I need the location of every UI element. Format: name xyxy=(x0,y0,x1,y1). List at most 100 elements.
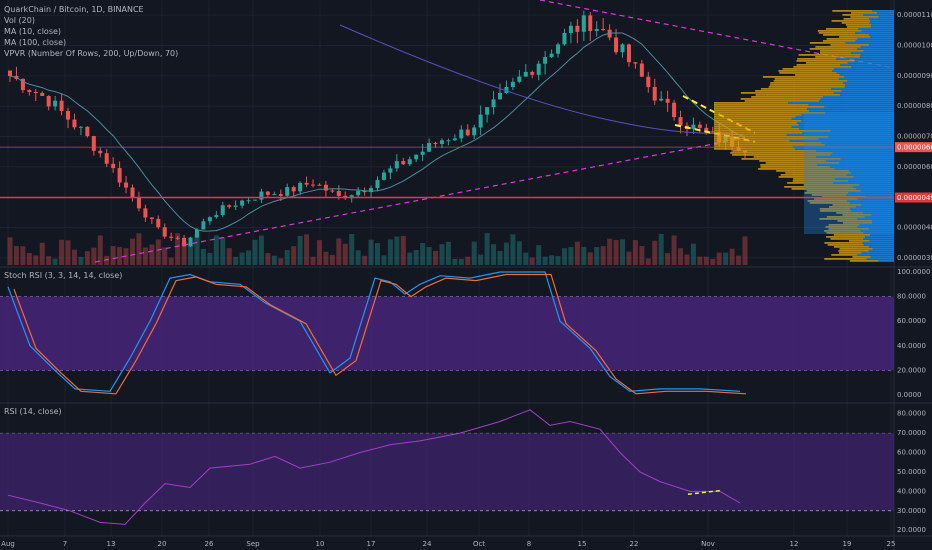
vpvr-up-bar xyxy=(839,94,894,96)
legend-ma100[interactable]: MA (100, close) xyxy=(4,38,67,47)
last-price-tag: 0.00000665 xyxy=(897,144,932,152)
vpvr-down-bar xyxy=(796,64,841,66)
vpvr-down-bar xyxy=(714,122,798,124)
vpvr-down-bar xyxy=(830,238,864,240)
volume-bar xyxy=(716,252,722,265)
vpvr-down-bar xyxy=(842,222,873,224)
vpvr-up-bar xyxy=(824,144,894,146)
vpvr-down-bar xyxy=(782,68,835,70)
vpvr-down-bar xyxy=(714,136,829,138)
volume-bar xyxy=(91,247,97,265)
legend-ma10[interactable]: MA (10, close) xyxy=(4,27,62,36)
vpvr-down-bar xyxy=(828,224,860,226)
candle-body xyxy=(175,237,180,239)
vpvr-down-bar xyxy=(714,120,802,122)
vpvr-down-bar xyxy=(778,176,854,178)
vpvr-up-bar xyxy=(801,120,894,122)
candle-body xyxy=(214,215,219,218)
vpvr-down-bar xyxy=(811,194,847,196)
vpvr-down-bar xyxy=(760,166,831,168)
volume-bar xyxy=(381,255,387,265)
vpvr-up-bar xyxy=(856,206,894,208)
candle-body xyxy=(536,63,541,75)
candle-body xyxy=(201,221,206,230)
vpvr-up-bar xyxy=(872,220,894,222)
vpvr-down-bar xyxy=(847,26,871,28)
candle-body xyxy=(233,205,238,207)
volume-bar xyxy=(252,239,258,265)
vpvr-down-bar xyxy=(843,18,870,20)
candle-body xyxy=(227,205,232,207)
vpvr-up-bar xyxy=(869,22,894,24)
vpvr-value-area xyxy=(804,112,894,234)
vpvr-down-bar xyxy=(784,186,854,188)
vpvr-down-bar xyxy=(714,108,808,110)
vpvr-up-bar xyxy=(795,116,894,118)
candle-body xyxy=(59,100,64,111)
candle-body xyxy=(272,194,277,196)
candle-body xyxy=(78,126,83,128)
vpvr-up-bar xyxy=(858,28,894,30)
legend-stoch[interactable]: Stoch RSI (3, 3, 14, 14, close) xyxy=(4,271,123,280)
vpvr-down-bar xyxy=(760,88,832,90)
candle-body xyxy=(304,182,309,185)
candle-body xyxy=(678,117,683,126)
vpvr-down-bar xyxy=(836,212,863,214)
vpvr-down-bar xyxy=(779,72,837,74)
candle-body xyxy=(156,218,161,228)
volume-bar xyxy=(394,236,400,265)
x-tick-label: 19 xyxy=(843,540,852,548)
legend-title[interactable]: QuarkChain / Bitcoin, 1D, BINANCE xyxy=(4,5,144,14)
stoch-tick-label: 60.0000 xyxy=(897,317,926,325)
candle-body xyxy=(291,187,296,192)
vpvr-down-bar xyxy=(826,236,866,238)
vpvr-up-bar xyxy=(868,44,894,46)
volume-bar xyxy=(690,243,696,265)
vpvr-down-bar xyxy=(785,172,852,174)
vpvr-down-bar xyxy=(826,232,864,234)
volume-bar xyxy=(226,248,232,265)
volume-bar xyxy=(271,255,277,265)
volume-bar xyxy=(233,256,239,265)
candle-body xyxy=(298,182,303,192)
vpvr-up-bar xyxy=(847,62,894,64)
legend-vol[interactable]: Vol (20) xyxy=(4,16,35,25)
vpvr-up-bar xyxy=(877,12,894,14)
vpvr-up-bar xyxy=(842,82,894,84)
legend-vpvr[interactable]: VPVR (Number Of Rows, 200, Up/Down, 70) xyxy=(4,49,179,58)
x-tick-label: 20 xyxy=(158,540,167,548)
vpvr-down-bar xyxy=(714,106,825,108)
vpvr-down-bar xyxy=(714,140,790,142)
candle-body xyxy=(162,227,167,237)
volume-bar xyxy=(284,250,290,265)
volume-bar xyxy=(742,236,748,265)
volume-bar xyxy=(13,246,19,265)
vpvr-down-bar xyxy=(787,182,834,184)
vpvr-down-bar xyxy=(819,50,864,52)
volume-bar xyxy=(316,240,322,265)
vpvr-down-bar xyxy=(714,124,799,126)
vpvr-up-bar xyxy=(857,48,894,50)
vpvr-down-bar xyxy=(769,84,846,86)
candle-body xyxy=(336,191,341,196)
volume-bar xyxy=(703,256,709,265)
vpvr-up-bar xyxy=(798,124,894,126)
volume-bar xyxy=(329,254,335,265)
vpvr-up-bar xyxy=(860,230,894,232)
vpvr-up-bar xyxy=(869,246,894,248)
volume-bar xyxy=(310,256,316,265)
legend-rsi[interactable]: RSI (14, close) xyxy=(4,407,62,416)
vpvr-up-bar xyxy=(836,72,894,74)
candle-body xyxy=(414,154,419,160)
volume-bar xyxy=(362,255,368,265)
candle-body xyxy=(588,15,593,31)
volume-bar xyxy=(20,246,26,265)
rsi-band xyxy=(0,433,894,511)
vpvr-down-bar xyxy=(730,152,833,154)
candle-body xyxy=(356,190,361,196)
vpvr-down-bar xyxy=(714,104,809,106)
volume-bar xyxy=(117,247,123,265)
volume-bar xyxy=(33,255,39,265)
vpvr-up-bar xyxy=(830,154,894,156)
